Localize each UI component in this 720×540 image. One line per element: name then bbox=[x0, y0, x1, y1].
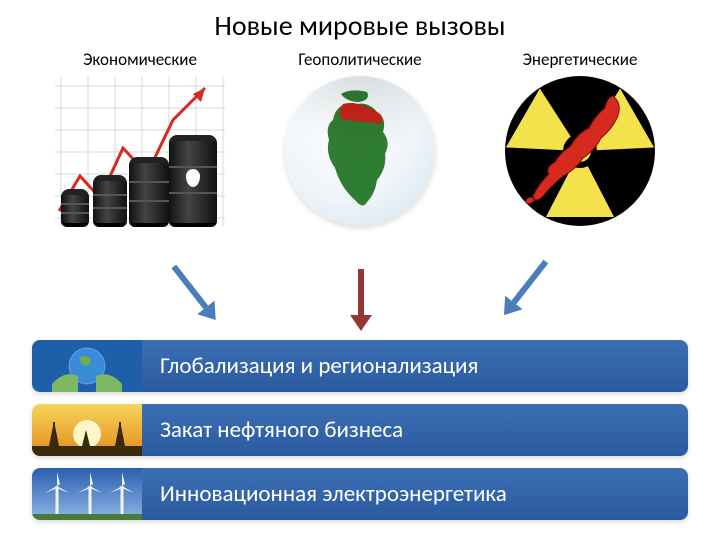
col-economic-label: Экономические bbox=[30, 49, 250, 70]
economic-illustration bbox=[55, 76, 225, 231]
thumb-wind-icon bbox=[32, 468, 142, 520]
geopolitical-illustration bbox=[275, 76, 445, 231]
banner-label: Глобализация и регионализация bbox=[142, 340, 688, 392]
banner-oil-sunset: Закат нефтяного бизнеса bbox=[32, 404, 688, 456]
col-economic: Экономические bbox=[30, 49, 250, 231]
banner-label: Закат нефтяного бизнеса bbox=[142, 404, 688, 456]
globe-icon bbox=[285, 76, 435, 226]
col-energy: Энергетические bbox=[470, 49, 690, 231]
radiation-icon bbox=[505, 76, 655, 226]
thumb-sunset-icon bbox=[32, 404, 142, 456]
arrow-right-icon bbox=[502, 260, 555, 322]
energy-illustration bbox=[495, 76, 665, 231]
converging-arrows bbox=[0, 272, 720, 332]
banner-wind-power: Инновационная электроэнергетика bbox=[32, 468, 688, 520]
banner-globalization: Глобализация и регионализация bbox=[32, 340, 688, 392]
oil-barrel-icon bbox=[61, 189, 89, 227]
japan-map-icon bbox=[505, 76, 655, 226]
oil-barrel-icon bbox=[169, 135, 217, 227]
arrow-left-icon bbox=[171, 260, 224, 322]
arrow-mid-icon bbox=[358, 269, 372, 331]
oil-barrel-icon bbox=[93, 175, 127, 227]
columns-row: Экономические Геополитические bbox=[0, 49, 720, 231]
oil-drop-icon bbox=[186, 169, 200, 187]
col-energy-label: Энергетические bbox=[470, 49, 690, 70]
oil-barrel-icon bbox=[129, 157, 169, 227]
banner-list: Глобализация и регионализация Закат нефт… bbox=[32, 340, 688, 520]
col-geopolitical: Геополитические bbox=[250, 49, 470, 231]
thumb-globe-hands-icon bbox=[32, 340, 142, 392]
col-geopolitical-label: Геополитические bbox=[250, 49, 470, 70]
banner-label: Инновационная электроэнергетика bbox=[142, 468, 688, 520]
page-title: Новые мировые вызовы bbox=[0, 0, 720, 43]
